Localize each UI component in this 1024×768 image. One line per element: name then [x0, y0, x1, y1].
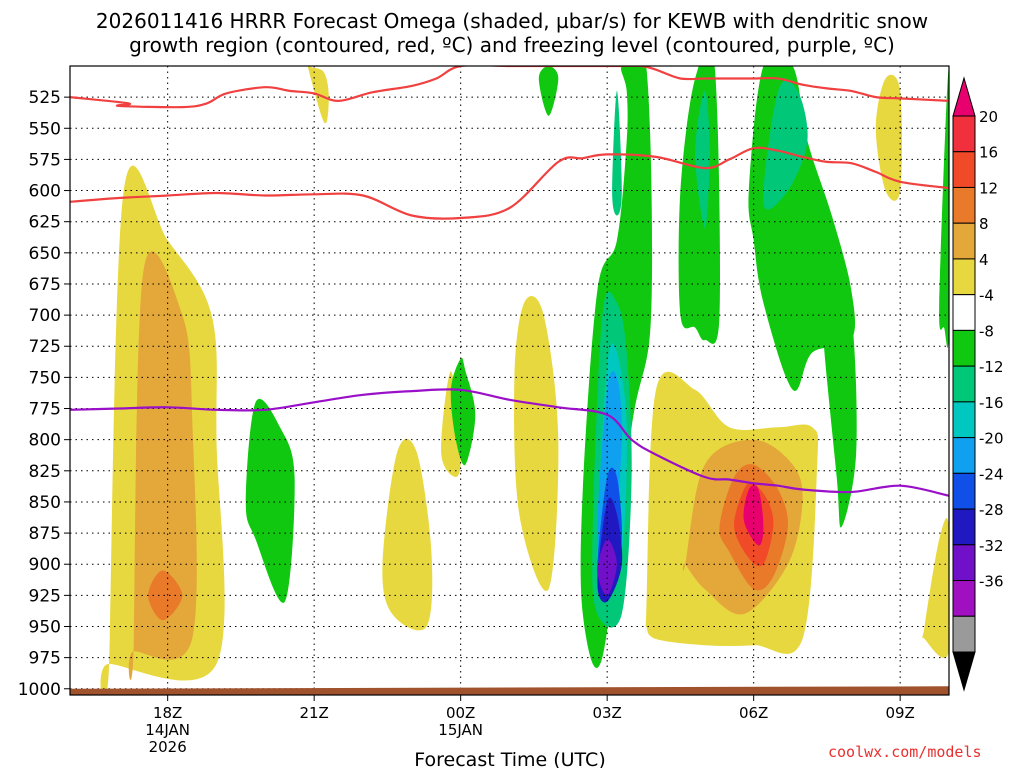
omega-region-29: [922, 518, 949, 658]
omega-region-19: [695, 90, 710, 228]
omega-region-7: [538, 66, 559, 116]
terrain-surface: [70, 686, 949, 695]
colorbar-box-1: [952, 151, 976, 188]
pressure-tick-label-825: 825: [29, 462, 61, 482]
colorbar-label--4: -4: [979, 287, 994, 305]
omega-region-22: [821, 289, 857, 528]
omega-region-9: [450, 357, 476, 466]
pressure-tick-label-750: 750: [29, 368, 61, 388]
colorbar-label-20: 20: [979, 108, 998, 126]
pressure-tick-label-1000: 1000: [18, 680, 61, 700]
colorbar-box-14: [952, 615, 976, 653]
colorbar-box-12: [952, 544, 976, 582]
chart-title-line-1: 2026011416 HRRR Forecast Omega (shaded, …: [96, 9, 928, 33]
omega-region-27: [743, 485, 764, 546]
colorbar-box-11: [952, 508, 976, 546]
omega-region-21: [763, 80, 808, 210]
colorbar-box-4: [952, 258, 976, 296]
omega-region-1: [128, 251, 197, 681]
pressure-tick-label-700: 700: [29, 306, 61, 326]
colorbar-label-12: 12: [979, 179, 998, 197]
colorbar-label-8: 8: [979, 215, 989, 233]
dgz-lower-contour: [70, 146, 949, 220]
omega-colorbar: 20 16 12 8 4 -4 -8 -12 -16 -20 -24 -28 -32 -36: [952, 76, 1004, 692]
freezing-level-contour: [70, 388, 949, 497]
colorbar-label--8: -8: [979, 322, 994, 340]
time-tick-label-18Z-1: 14JAN: [145, 721, 190, 739]
colorbar-label-4: 4: [979, 251, 989, 269]
colorbar-box-2: [952, 186, 976, 224]
colorbar-label--20: -20: [979, 430, 1004, 448]
colorbar-label--24: -24: [979, 465, 1004, 483]
pressure-tick-label-575: 575: [29, 150, 61, 170]
colorbar-box-0: [952, 115, 976, 153]
omega-region-4: [245, 398, 295, 603]
pressure-tick-label-675: 675: [29, 275, 61, 295]
pressure-tick-label-875: 875: [29, 524, 61, 544]
omega-region-28: [875, 74, 902, 201]
colorbar-label--16: -16: [979, 394, 1004, 412]
colorbar-label--36: -36: [979, 573, 1004, 591]
x-axis-label: Forecast Time (UTC): [414, 749, 605, 768]
pressure-tick-label-850: 850: [29, 493, 61, 513]
colorbar-min-arrow: [952, 651, 976, 692]
plot-frame: [69, 65, 950, 696]
omega-region-8: [514, 296, 559, 592]
time-tick-label-18Z-0: 18Z: [153, 704, 182, 722]
temperature-contours: [70, 66, 949, 497]
omega-region-5: [382, 438, 433, 631]
colorbar-box-7: [952, 365, 976, 403]
colorbar-box-13: [952, 580, 976, 617]
pressure-tick-label-650: 650: [29, 244, 61, 264]
colorbar-box-6: [952, 329, 976, 367]
time-tick-label-06Z-0: 06Z: [739, 704, 768, 722]
colorbar-box-3: [952, 222, 976, 260]
colorbar-box-8: [952, 401, 976, 439]
time-tick-label-00Z-0: 00Z: [446, 704, 475, 722]
pressure-axis: 525 550 575 600 625 650 675 700 725 750 775 800 825 8…: [18, 88, 70, 700]
time-tick-label-21Z-0: 21Z: [299, 704, 328, 722]
pressure-tick-label-900: 900: [29, 555, 61, 575]
site-credit[interactable]: coolwx.com/models: [828, 743, 982, 761]
pressure-tick-label-550: 550: [29, 119, 61, 139]
omega-region-2: [148, 570, 183, 621]
pressure-tick-label-925: 925: [29, 586, 61, 606]
omega-region-17: [612, 90, 622, 216]
dgz-upper-contour: [70, 66, 949, 109]
colorbar-box-9: [952, 437, 976, 474]
pressure-tick-label-800: 800: [29, 431, 61, 451]
pressure-tick-label-625: 625: [29, 213, 61, 233]
time-tick-label-00Z-1: 15JAN: [438, 721, 483, 739]
colorbar-box-10: [952, 472, 976, 510]
omega-region-30: [939, 66, 949, 348]
pressure-tick-label-950: 950: [29, 617, 61, 637]
omega-shaded-regions: [100, 66, 949, 695]
time-tick-label-18Z-2: 2026: [149, 738, 187, 756]
colorbar-box-5: [952, 294, 976, 331]
time-tick-label-03Z-0: 03Z: [592, 704, 621, 722]
pressure-tick-label-775: 775: [29, 400, 61, 420]
colorbar-label--32: -32: [979, 537, 1004, 555]
omega-region-18: [678, 66, 720, 344]
colorbar-label--28: -28: [979, 501, 1004, 519]
chart-title-line-2: growth region (contoured, red, ºC) and f…: [129, 33, 895, 57]
pressure-tick-label-525: 525: [29, 88, 61, 108]
pressure-tick-label-725: 725: [29, 337, 61, 357]
time-tick-label-09Z-0: 09Z: [885, 704, 914, 722]
colorbar-label--12: -12: [979, 358, 1004, 376]
pressure-tick-label-600: 600: [29, 182, 61, 202]
terrain-fill: [70, 686, 949, 695]
colorbar-label-16: 16: [979, 144, 998, 162]
pressure-tick-label-975: 975: [29, 649, 61, 669]
